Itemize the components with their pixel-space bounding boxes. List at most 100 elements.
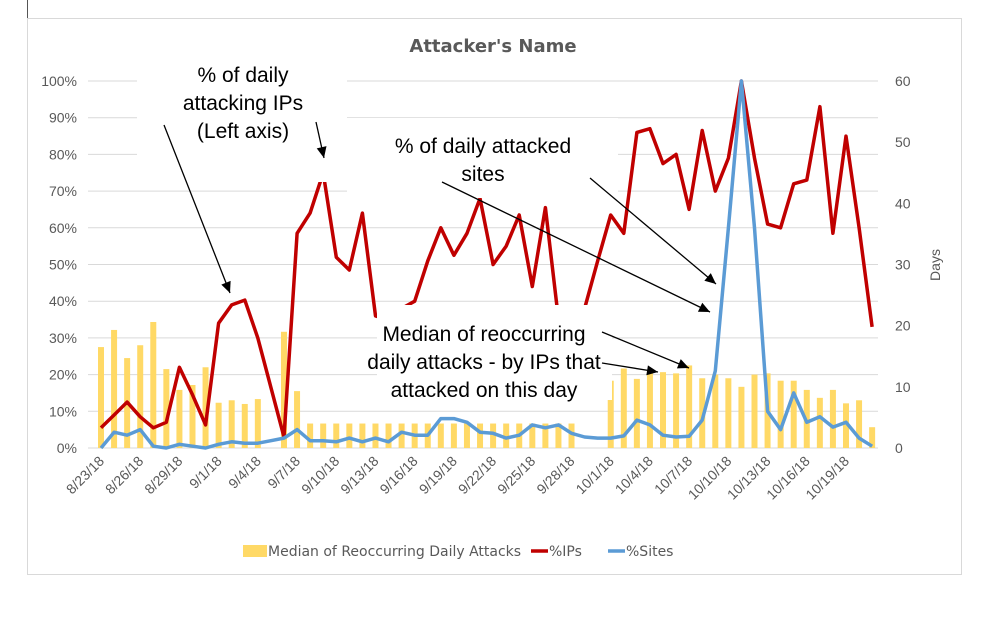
arrow-line	[163, 124, 231, 294]
bar	[568, 423, 575, 448]
left-tick-label: 20%	[49, 367, 77, 383]
bar	[98, 347, 104, 448]
left-tick-label: 90%	[49, 110, 77, 126]
left-tick-label: 10%	[49, 403, 77, 419]
sites-line	[99, 79, 874, 450]
arrow-head-icon	[704, 273, 716, 284]
bar	[189, 384, 196, 448]
x-tick-label: 9/19/18	[416, 453, 460, 497]
x-tick-label: 8/29/18	[141, 453, 185, 497]
x-tick-label: 9/28/18	[533, 453, 577, 497]
right-axis-ticks: 0 10 20 30 40 50 60	[895, 73, 911, 456]
bar	[111, 329, 118, 448]
annotation-ips-text: (Left axis)	[197, 120, 289, 143]
bar	[829, 389, 836, 448]
x-tick-label: 10/4/18	[612, 453, 656, 497]
bar	[503, 423, 510, 448]
bar	[150, 321, 157, 448]
right-tick-label: 0	[895, 440, 903, 456]
left-tick-label: 60%	[49, 220, 77, 236]
annotation-median-text: Median of reoccurring	[382, 323, 585, 346]
arrow-head-icon	[646, 365, 658, 376]
bar	[463, 423, 470, 448]
x-axis-ticks: 8/23/188/26/188/29/18 9/1/18 9/4/18 9/7/189…	[63, 453, 852, 503]
annotation-arrows	[163, 121, 717, 376]
bar	[777, 380, 784, 448]
bar	[477, 423, 484, 448]
arrow-line	[601, 331, 690, 369]
x-tick-label: 9/16/18	[376, 453, 420, 497]
x-tick-label: 9/22/18	[455, 453, 499, 497]
annotation-sites-text: % of daily attacked	[395, 135, 571, 158]
right-tick-label: 60	[895, 73, 911, 89]
bar	[620, 368, 627, 448]
x-tick-label: 8/23/18	[63, 453, 107, 497]
annotation-median-text: attacked on this day	[391, 379, 578, 402]
chart-frame	[27, 18, 962, 575]
arrow-line	[589, 177, 717, 285]
bar	[215, 402, 222, 448]
bar	[869, 427, 876, 448]
arrow-line	[441, 181, 711, 313]
annotation-box-median	[377, 305, 612, 400]
x-tick-label: 9/1/18	[186, 453, 225, 492]
legend-swatch-median	[243, 545, 267, 557]
annotation-median-text: daily attacks - by IPs that	[367, 351, 601, 374]
bar	[333, 423, 340, 448]
x-tick-label: 9/13/18	[337, 453, 381, 497]
bar	[842, 403, 849, 448]
line-series	[99, 79, 874, 450]
bar	[660, 372, 667, 448]
left-tick-label: 30%	[49, 330, 77, 346]
bar	[137, 345, 144, 448]
left-tick-label: 100%	[41, 73, 77, 89]
left-axis-ticks: 0% 10% 20% 30% 40% 50% 60% 70% 80% 90% 100%	[41, 73, 77, 456]
left-tick-label: 50%	[49, 257, 77, 273]
right-tick-label: 40	[895, 195, 911, 211]
x-tick-label: 8/26/18	[102, 453, 146, 497]
bar	[163, 369, 170, 448]
annotation-sites-text: sites	[461, 163, 504, 186]
left-tick-label: 70%	[49, 183, 77, 199]
right-axis-label: Days	[927, 249, 943, 281]
left-tick-label: 80%	[49, 146, 77, 162]
annotation-box-ips	[137, 58, 347, 182]
bar	[725, 378, 732, 448]
bar	[542, 423, 549, 448]
legend-label-sites: %Sites	[626, 544, 673, 560]
bar	[555, 423, 562, 448]
right-tick-label: 10	[895, 379, 911, 395]
bar	[398, 423, 405, 448]
arrow-head-icon	[316, 146, 327, 158]
bar	[372, 423, 379, 448]
bar	[320, 423, 327, 448]
bar	[607, 380, 614, 448]
bar	[346, 423, 353, 448]
right-tick-label: 30	[895, 257, 911, 273]
x-tick-label: 9/25/18	[494, 453, 538, 497]
bar	[241, 403, 248, 448]
bar	[490, 423, 497, 448]
bar	[529, 423, 536, 448]
right-tick-label: 50	[895, 134, 911, 150]
bar	[359, 423, 366, 448]
right-tick-label: 20	[895, 318, 911, 334]
arrow-head-icon	[676, 359, 689, 369]
bar	[254, 399, 261, 448]
bar	[176, 389, 183, 448]
bar	[712, 374, 719, 448]
annotation-boxes: % of daily attacking IPs (Left axis) % of d…	[137, 58, 618, 402]
bar	[385, 423, 392, 448]
bar	[450, 423, 457, 448]
left-tick-label: 0%	[57, 440, 77, 456]
bar	[790, 380, 797, 448]
bar	[307, 423, 314, 448]
bar	[294, 391, 301, 448]
x-tick-label: 9/10/18	[298, 453, 342, 497]
annotation-ips-text: attacking IPs	[183, 92, 303, 115]
annotation-ips-text: % of daily	[197, 64, 289, 87]
bar	[856, 400, 863, 448]
x-tick-label: 9/4/18	[225, 453, 264, 492]
x-tick-label: 10/1/18	[573, 453, 617, 497]
